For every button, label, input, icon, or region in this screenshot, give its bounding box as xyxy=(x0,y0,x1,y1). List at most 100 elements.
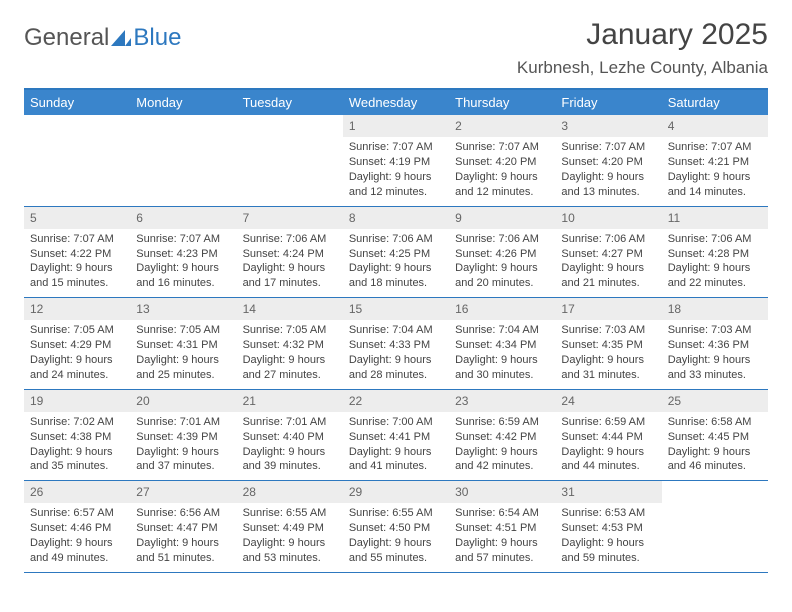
day-number: 21 xyxy=(237,390,343,412)
day-number: 12 xyxy=(24,298,130,320)
logo-text-blue: Blue xyxy=(133,24,181,52)
day-cell: 29Sunrise: 6:55 AMSunset: 4:50 PMDayligh… xyxy=(343,481,449,572)
day-number: 10 xyxy=(555,207,661,229)
day-cell: 16Sunrise: 7:04 AMSunset: 4:34 PMDayligh… xyxy=(449,298,555,389)
day-cell-empty xyxy=(662,481,768,572)
day-body: Sunrise: 7:07 AMSunset: 4:20 PMDaylight:… xyxy=(555,137,661,205)
day-body: Sunrise: 7:07 AMSunset: 4:23 PMDaylight:… xyxy=(130,229,236,297)
day-number: 9 xyxy=(449,207,555,229)
day-number: 24 xyxy=(555,390,661,412)
day-body: Sunrise: 7:03 AMSunset: 4:35 PMDaylight:… xyxy=(555,320,661,388)
day-body: Sunrise: 6:59 AMSunset: 4:44 PMDaylight:… xyxy=(555,412,661,480)
day-cell: 19Sunrise: 7:02 AMSunset: 4:38 PMDayligh… xyxy=(24,390,130,481)
day-cell: 8Sunrise: 7:06 AMSunset: 4:25 PMDaylight… xyxy=(343,207,449,298)
day-number: 5 xyxy=(24,207,130,229)
day-number: 31 xyxy=(555,481,661,503)
day-number: 25 xyxy=(662,390,768,412)
day-body: Sunrise: 7:00 AMSunset: 4:41 PMDaylight:… xyxy=(343,412,449,480)
day-header-row: SundayMondayTuesdayWednesdayThursdayFrid… xyxy=(24,90,768,115)
day-number: 18 xyxy=(662,298,768,320)
day-cell: 13Sunrise: 7:05 AMSunset: 4:31 PMDayligh… xyxy=(130,298,236,389)
day-cell: 10Sunrise: 7:06 AMSunset: 4:27 PMDayligh… xyxy=(555,207,661,298)
day-header-cell: Monday xyxy=(130,90,236,115)
day-body: Sunrise: 7:05 AMSunset: 4:32 PMDaylight:… xyxy=(237,320,343,388)
day-cell: 23Sunrise: 6:59 AMSunset: 4:42 PMDayligh… xyxy=(449,390,555,481)
day-number: 3 xyxy=(555,115,661,137)
day-body: Sunrise: 7:07 AMSunset: 4:22 PMDaylight:… xyxy=(24,229,130,297)
day-number: 26 xyxy=(24,481,130,503)
day-number: 15 xyxy=(343,298,449,320)
day-body: Sunrise: 6:55 AMSunset: 4:49 PMDaylight:… xyxy=(237,503,343,571)
day-cell: 18Sunrise: 7:03 AMSunset: 4:36 PMDayligh… xyxy=(662,298,768,389)
day-number: 13 xyxy=(130,298,236,320)
week-row: 1Sunrise: 7:07 AMSunset: 4:19 PMDaylight… xyxy=(24,115,768,207)
day-cell: 11Sunrise: 7:06 AMSunset: 4:28 PMDayligh… xyxy=(662,207,768,298)
month-title: January 2025 xyxy=(517,18,768,52)
week-row: 12Sunrise: 7:05 AMSunset: 4:29 PMDayligh… xyxy=(24,298,768,390)
day-body: Sunrise: 6:55 AMSunset: 4:50 PMDaylight:… xyxy=(343,503,449,571)
day-body: Sunrise: 7:07 AMSunset: 4:21 PMDaylight:… xyxy=(662,137,768,205)
day-body: Sunrise: 7:05 AMSunset: 4:29 PMDaylight:… xyxy=(24,320,130,388)
day-number: 28 xyxy=(237,481,343,503)
day-body: Sunrise: 7:01 AMSunset: 4:39 PMDaylight:… xyxy=(130,412,236,480)
day-cell: 28Sunrise: 6:55 AMSunset: 4:49 PMDayligh… xyxy=(237,481,343,572)
day-body: Sunrise: 6:54 AMSunset: 4:51 PMDaylight:… xyxy=(449,503,555,571)
day-number: 11 xyxy=(662,207,768,229)
day-header-cell: Sunday xyxy=(24,90,130,115)
day-cell: 7Sunrise: 7:06 AMSunset: 4:24 PMDaylight… xyxy=(237,207,343,298)
day-cell: 31Sunrise: 6:53 AMSunset: 4:53 PMDayligh… xyxy=(555,481,661,572)
day-cell: 22Sunrise: 7:00 AMSunset: 4:41 PMDayligh… xyxy=(343,390,449,481)
day-cell: 4Sunrise: 7:07 AMSunset: 4:21 PMDaylight… xyxy=(662,115,768,206)
day-cell: 2Sunrise: 7:07 AMSunset: 4:20 PMDaylight… xyxy=(449,115,555,206)
day-body: Sunrise: 7:06 AMSunset: 4:27 PMDaylight:… xyxy=(555,229,661,297)
day-cell: 3Sunrise: 7:07 AMSunset: 4:20 PMDaylight… xyxy=(555,115,661,206)
logo-text-general: General xyxy=(24,24,109,52)
logo-mark-icon xyxy=(111,30,131,46)
page: General Blue January 2025 Kurbnesh, Lezh… xyxy=(0,0,792,591)
day-number: 29 xyxy=(343,481,449,503)
day-number: 19 xyxy=(24,390,130,412)
week-row: 5Sunrise: 7:07 AMSunset: 4:22 PMDaylight… xyxy=(24,207,768,299)
day-number: 8 xyxy=(343,207,449,229)
day-cell-empty xyxy=(24,115,130,206)
day-header-cell: Tuesday xyxy=(237,90,343,115)
day-body: Sunrise: 7:06 AMSunset: 4:24 PMDaylight:… xyxy=(237,229,343,297)
day-cell: 20Sunrise: 7:01 AMSunset: 4:39 PMDayligh… xyxy=(130,390,236,481)
day-body: Sunrise: 7:06 AMSunset: 4:28 PMDaylight:… xyxy=(662,229,768,297)
day-header-cell: Saturday xyxy=(662,90,768,115)
day-header-cell: Wednesday xyxy=(343,90,449,115)
week-row: 19Sunrise: 7:02 AMSunset: 4:38 PMDayligh… xyxy=(24,390,768,482)
day-cell: 15Sunrise: 7:04 AMSunset: 4:33 PMDayligh… xyxy=(343,298,449,389)
day-number: 17 xyxy=(555,298,661,320)
day-body: Sunrise: 7:01 AMSunset: 4:40 PMDaylight:… xyxy=(237,412,343,480)
day-number: 27 xyxy=(130,481,236,503)
day-header-cell: Friday xyxy=(555,90,661,115)
day-cell: 9Sunrise: 7:06 AMSunset: 4:26 PMDaylight… xyxy=(449,207,555,298)
day-cell: 1Sunrise: 7:07 AMSunset: 4:19 PMDaylight… xyxy=(343,115,449,206)
day-cell: 17Sunrise: 7:03 AMSunset: 4:35 PMDayligh… xyxy=(555,298,661,389)
day-cell: 27Sunrise: 6:56 AMSunset: 4:47 PMDayligh… xyxy=(130,481,236,572)
weeks-container: 1Sunrise: 7:07 AMSunset: 4:19 PMDaylight… xyxy=(24,115,768,573)
day-cell: 30Sunrise: 6:54 AMSunset: 4:51 PMDayligh… xyxy=(449,481,555,572)
day-body: Sunrise: 7:07 AMSunset: 4:19 PMDaylight:… xyxy=(343,137,449,205)
day-cell: 12Sunrise: 7:05 AMSunset: 4:29 PMDayligh… xyxy=(24,298,130,389)
day-body: Sunrise: 7:05 AMSunset: 4:31 PMDaylight:… xyxy=(130,320,236,388)
day-number: 6 xyxy=(130,207,236,229)
day-body: Sunrise: 6:59 AMSunset: 4:42 PMDaylight:… xyxy=(449,412,555,480)
day-header-cell: Thursday xyxy=(449,90,555,115)
day-body: Sunrise: 6:56 AMSunset: 4:47 PMDaylight:… xyxy=(130,503,236,571)
header-row: General Blue January 2025 Kurbnesh, Lezh… xyxy=(24,18,768,78)
day-body: Sunrise: 7:04 AMSunset: 4:33 PMDaylight:… xyxy=(343,320,449,388)
week-row: 26Sunrise: 6:57 AMSunset: 4:46 PMDayligh… xyxy=(24,481,768,573)
title-block: January 2025 Kurbnesh, Lezhe County, Alb… xyxy=(517,18,768,78)
day-cell: 6Sunrise: 7:07 AMSunset: 4:23 PMDaylight… xyxy=(130,207,236,298)
day-body: Sunrise: 7:04 AMSunset: 4:34 PMDaylight:… xyxy=(449,320,555,388)
day-cell: 21Sunrise: 7:01 AMSunset: 4:40 PMDayligh… xyxy=(237,390,343,481)
day-cell: 26Sunrise: 6:57 AMSunset: 4:46 PMDayligh… xyxy=(24,481,130,572)
day-cell: 5Sunrise: 7:07 AMSunset: 4:22 PMDaylight… xyxy=(24,207,130,298)
day-body: Sunrise: 7:02 AMSunset: 4:38 PMDaylight:… xyxy=(24,412,130,480)
day-number: 14 xyxy=(237,298,343,320)
day-number: 16 xyxy=(449,298,555,320)
day-cell-empty xyxy=(237,115,343,206)
calendar: SundayMondayTuesdayWednesdayThursdayFrid… xyxy=(24,88,768,573)
